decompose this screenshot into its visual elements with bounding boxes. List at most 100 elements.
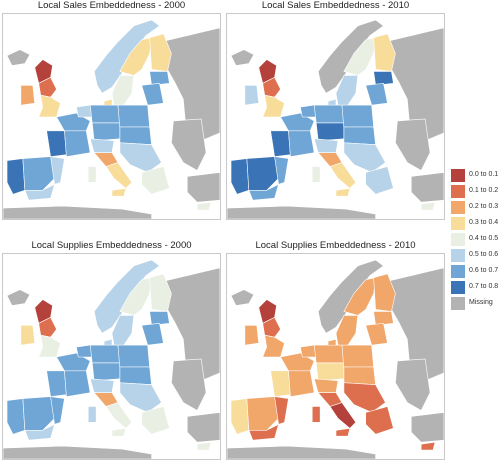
legend-swatch [451, 217, 465, 230]
region-cyprus [196, 201, 212, 211]
legend-item: 0.2 to 0.3 [451, 200, 499, 216]
map-title: Local Sales Embeddedness - 2010 [261, 0, 410, 11]
region-uk-scotland [258, 299, 277, 324]
region-france-north [56, 112, 91, 132]
region-italy-south [329, 162, 357, 189]
region-poland [341, 104, 374, 130]
region-alps [313, 378, 339, 393]
region-cyprus [196, 441, 212, 451]
region-norway [317, 259, 384, 334]
region-sardinia [311, 166, 321, 183]
legend-item: 0.3 to 0.4 [451, 216, 499, 232]
region-iberia-south [24, 424, 55, 441]
region-iberia-central [22, 156, 55, 191]
legend-swatch [451, 249, 465, 262]
region-greece [365, 406, 394, 435]
region-iceland [230, 289, 255, 306]
region-germany-north [89, 344, 121, 364]
region-east-missing [395, 358, 431, 411]
map-panel-sales-2010: Local Sales Embeddedness - 2010 [226, 0, 445, 221]
region-czech-austria [343, 126, 376, 146]
legend-swatch [451, 201, 465, 214]
region-iceland [230, 49, 255, 66]
region-france-north [280, 112, 315, 132]
region-iberia-east [274, 156, 289, 185]
region-iberia-west [6, 398, 26, 435]
region-greece [365, 166, 394, 195]
region-uk-scotland [258, 59, 277, 84]
region-uk-north [262, 317, 281, 338]
region-sicily [111, 188, 127, 197]
region-sardinia [87, 166, 97, 183]
region-poland [341, 344, 374, 370]
legend-item: 0.5 to 0.6 [451, 248, 499, 264]
region-ireland [20, 325, 36, 346]
region-france-south [288, 370, 315, 397]
legend-label: 0.1 to 0.2 [469, 187, 499, 194]
region-east-missing [395, 118, 431, 171]
region-north-africa [3, 205, 152, 219]
region-finland-south [373, 311, 394, 326]
region-czech-austria [119, 126, 152, 146]
region-east-missing [171, 358, 207, 411]
region-finland [149, 33, 172, 72]
region-france-west [270, 130, 291, 157]
legend-label: 0.5 to 0.6 [469, 251, 499, 258]
region-iberia-east [274, 396, 289, 425]
region-france-west [46, 370, 67, 397]
legend-item: 0.6 to 0.7 [451, 264, 499, 280]
region-germany-south [91, 362, 121, 382]
choropleth-map [226, 253, 445, 460]
region-sicily [111, 428, 127, 437]
region-sardinia [311, 406, 321, 423]
region-baltics [141, 83, 164, 106]
region-germany-south [91, 122, 121, 142]
legend-swatch [451, 169, 465, 182]
region-uk-north [262, 77, 281, 98]
region-germany-south [315, 362, 345, 382]
map-title: Local Sales Embeddedness - 2000 [37, 0, 186, 11]
legend-item: 0.7 to 0.8 [451, 280, 499, 296]
region-balkans [119, 142, 162, 173]
region-finland [373, 273, 396, 312]
region-sardinia [87, 406, 97, 423]
map-title: Local Supplies Embeddedness - 2000 [31, 240, 192, 251]
region-uk-south [38, 94, 61, 118]
region-uk-north [38, 317, 57, 338]
region-uk-south [38, 334, 61, 358]
region-ireland [244, 325, 260, 346]
region-norway [317, 19, 384, 94]
region-alps [313, 138, 339, 153]
region-germany-north [313, 104, 345, 124]
legend-label: Missing [469, 299, 493, 306]
region-germany-north [89, 104, 121, 124]
region-north-africa [227, 445, 376, 459]
region-france-west [46, 130, 67, 157]
region-baltics [365, 83, 388, 106]
region-sicily [335, 188, 351, 197]
region-iberia-central [246, 156, 279, 191]
region-norway [93, 259, 160, 334]
region-sicily [335, 428, 351, 437]
region-finland [373, 33, 396, 72]
region-uk-scotland [34, 59, 53, 84]
map-panel-supplies-2010: Local Supplies Embeddedness - 2010 [226, 240, 445, 461]
region-iberia-west [230, 158, 250, 195]
region-iberia-west [230, 398, 250, 435]
region-iberia-south [248, 184, 279, 201]
region-germany-north [313, 344, 345, 364]
region-poland [117, 344, 150, 370]
choropleth-map [226, 13, 445, 220]
region-france-west [270, 370, 291, 397]
region-alps [89, 378, 115, 393]
region-turkey [410, 172, 444, 203]
region-iberia-west [6, 158, 26, 195]
legend-item: 0.1 to 0.2 [451, 184, 499, 200]
region-iberia-south [248, 424, 279, 441]
legend-swatch [451, 297, 465, 310]
region-greece [141, 406, 170, 435]
region-iceland [6, 49, 31, 66]
region-finland-south [149, 71, 170, 86]
region-uk-scotland [34, 299, 53, 324]
legend-label: 0.2 to 0.3 [469, 203, 499, 210]
